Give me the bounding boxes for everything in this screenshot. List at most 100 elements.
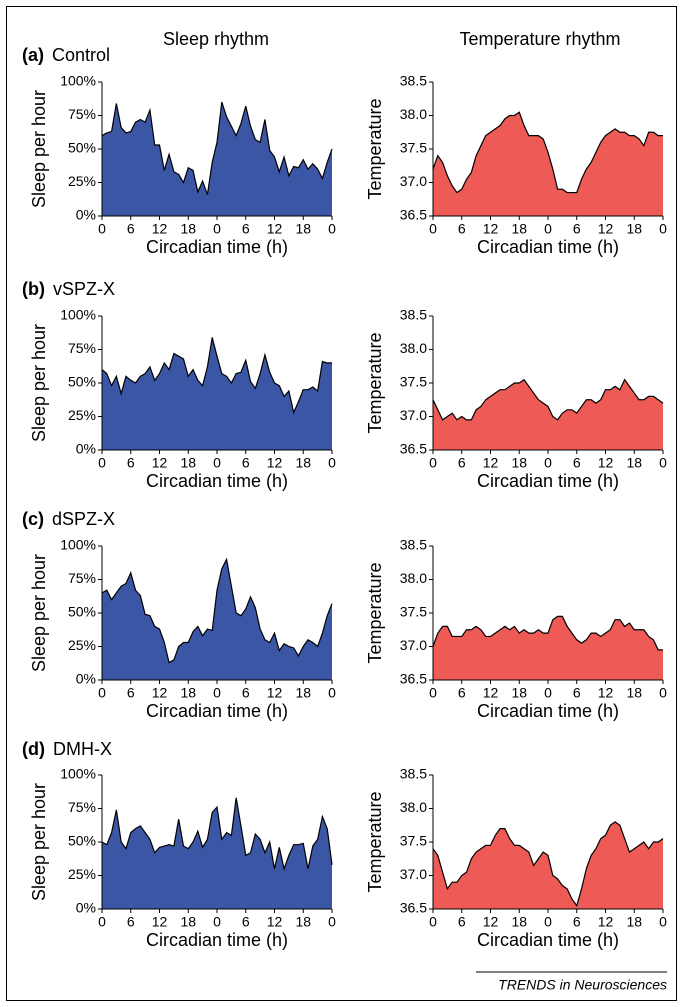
y-tick-label: 37.5 [400, 604, 427, 620]
x-tick-label: 12 [152, 455, 168, 471]
x-tick-label: 12 [267, 455, 283, 471]
x-tick-label: 0 [659, 455, 667, 471]
x-tick-label: 18 [295, 914, 311, 930]
x-tick-label: 0 [213, 914, 221, 930]
x-tick-label: 18 [295, 685, 311, 701]
y-axis-label: Sleep per hour [29, 554, 49, 672]
x-tick-label: 0 [429, 914, 437, 930]
y-tick-label: 25% [68, 173, 96, 189]
x-tick-label: 18 [180, 914, 196, 930]
x-tick-label: 0 [659, 221, 667, 237]
x-tick-label: 18 [180, 685, 196, 701]
x-tick-label: 6 [242, 685, 250, 701]
panel-letter: (b) [22, 279, 45, 299]
x-tick-label: 0 [98, 914, 106, 930]
x-tick-label: 6 [573, 685, 581, 701]
y-tick-label: 100% [60, 766, 96, 782]
x-tick-label: 0 [213, 685, 221, 701]
panel-letter: (a) [22, 45, 44, 65]
y-axis-label: Temperature [365, 562, 385, 663]
x-tick-label: 0 [544, 685, 552, 701]
y-tick-label: 38.0 [400, 106, 427, 122]
x-tick-label: 6 [127, 914, 135, 930]
x-axis-label: Circadian time (h) [477, 471, 619, 491]
x-tick-label: 6 [127, 455, 135, 471]
x-tick-label: 0 [544, 455, 552, 471]
x-tick-label: 6 [573, 221, 581, 237]
x-tick-label: 0 [328, 221, 336, 237]
x-tick-label: 0 [659, 914, 667, 930]
y-tick-label: 36.5 [400, 671, 427, 687]
y-axis-label: Sleep per hour [29, 90, 49, 208]
y-tick-label: 75% [68, 799, 96, 815]
y-tick-label: 38.5 [400, 73, 427, 89]
area [102, 559, 332, 680]
frame [6, 6, 677, 1001]
area-outline [101, 557, 333, 664]
x-tick-label: 18 [511, 685, 527, 701]
x-tick-label: 12 [598, 455, 614, 471]
x-tick-label: 0 [328, 685, 336, 701]
y-axis-label: Temperature [365, 791, 385, 892]
area [102, 797, 332, 909]
footer: TRENDS in Neurosciences [498, 977, 667, 993]
y-tick-label: 36.5 [400, 900, 427, 916]
area-outline [101, 337, 332, 415]
x-tick-label: 12 [483, 685, 499, 701]
x-axis-label: Circadian time (h) [477, 237, 619, 257]
panel-name: vSPZ-X [53, 279, 115, 299]
y-tick-label: 37.0 [400, 407, 427, 423]
x-axis-label: Circadian time (h) [146, 930, 288, 950]
x-tick-label: 12 [152, 685, 168, 701]
y-tick-label: 38.0 [400, 340, 427, 356]
x-tick-label: 18 [295, 455, 311, 471]
x-tick-label: 18 [180, 455, 196, 471]
x-tick-label: 0 [429, 685, 437, 701]
x-tick-label: 18 [511, 914, 527, 930]
x-tick-label: 12 [267, 914, 283, 930]
y-axis-label: Temperature [365, 332, 385, 433]
x-axis-label: Circadian time (h) [477, 701, 619, 721]
x-tick-label: 6 [242, 914, 250, 930]
x-tick-label: 12 [267, 685, 283, 701]
area-outline [432, 821, 664, 908]
y-tick-label: 25% [68, 407, 96, 423]
x-tick-label: 0 [98, 455, 106, 471]
y-axis-label: Temperature [365, 98, 385, 199]
x-tick-label: 6 [458, 455, 466, 471]
panel-name: DMH-X [53, 739, 112, 759]
panel-letter: (d) [22, 739, 45, 759]
panel-name: Control [52, 45, 110, 65]
x-tick-label: 0 [328, 914, 336, 930]
x-tick-label: 12 [152, 221, 168, 237]
x-tick-label: 0 [213, 221, 221, 237]
column-title: Temperature rhythm [459, 29, 620, 49]
y-tick-label: 50% [68, 833, 96, 849]
x-tick-label: 0 [429, 455, 437, 471]
x-axis-label: Circadian time (h) [146, 471, 288, 491]
x-tick-label: 18 [626, 914, 642, 930]
x-tick-label: 0 [659, 685, 667, 701]
y-tick-label: 37.0 [400, 637, 427, 653]
y-tick-label: 0% [76, 900, 96, 916]
x-tick-label: 18 [180, 221, 196, 237]
y-axis-label: Sleep per hour [29, 324, 49, 442]
y-tick-label: 0% [76, 207, 96, 223]
area [433, 616, 663, 680]
y-tick-label: 37.5 [400, 374, 427, 390]
y-tick-label: 25% [68, 637, 96, 653]
y-tick-label: 37.0 [400, 866, 427, 882]
x-tick-label: 18 [295, 221, 311, 237]
x-tick-label: 6 [458, 685, 466, 701]
y-tick-label: 0% [76, 441, 96, 457]
y-tick-label: 100% [60, 73, 96, 89]
y-tick-label: 37.5 [400, 833, 427, 849]
x-tick-label: 18 [626, 221, 642, 237]
panel-name: dSPZ-X [52, 509, 115, 529]
y-tick-label: 38.5 [400, 307, 427, 323]
y-tick-label: 25% [68, 866, 96, 882]
x-tick-label: 18 [626, 685, 642, 701]
area-outline [432, 378, 664, 421]
x-tick-label: 0 [213, 455, 221, 471]
area-outline [432, 111, 663, 194]
